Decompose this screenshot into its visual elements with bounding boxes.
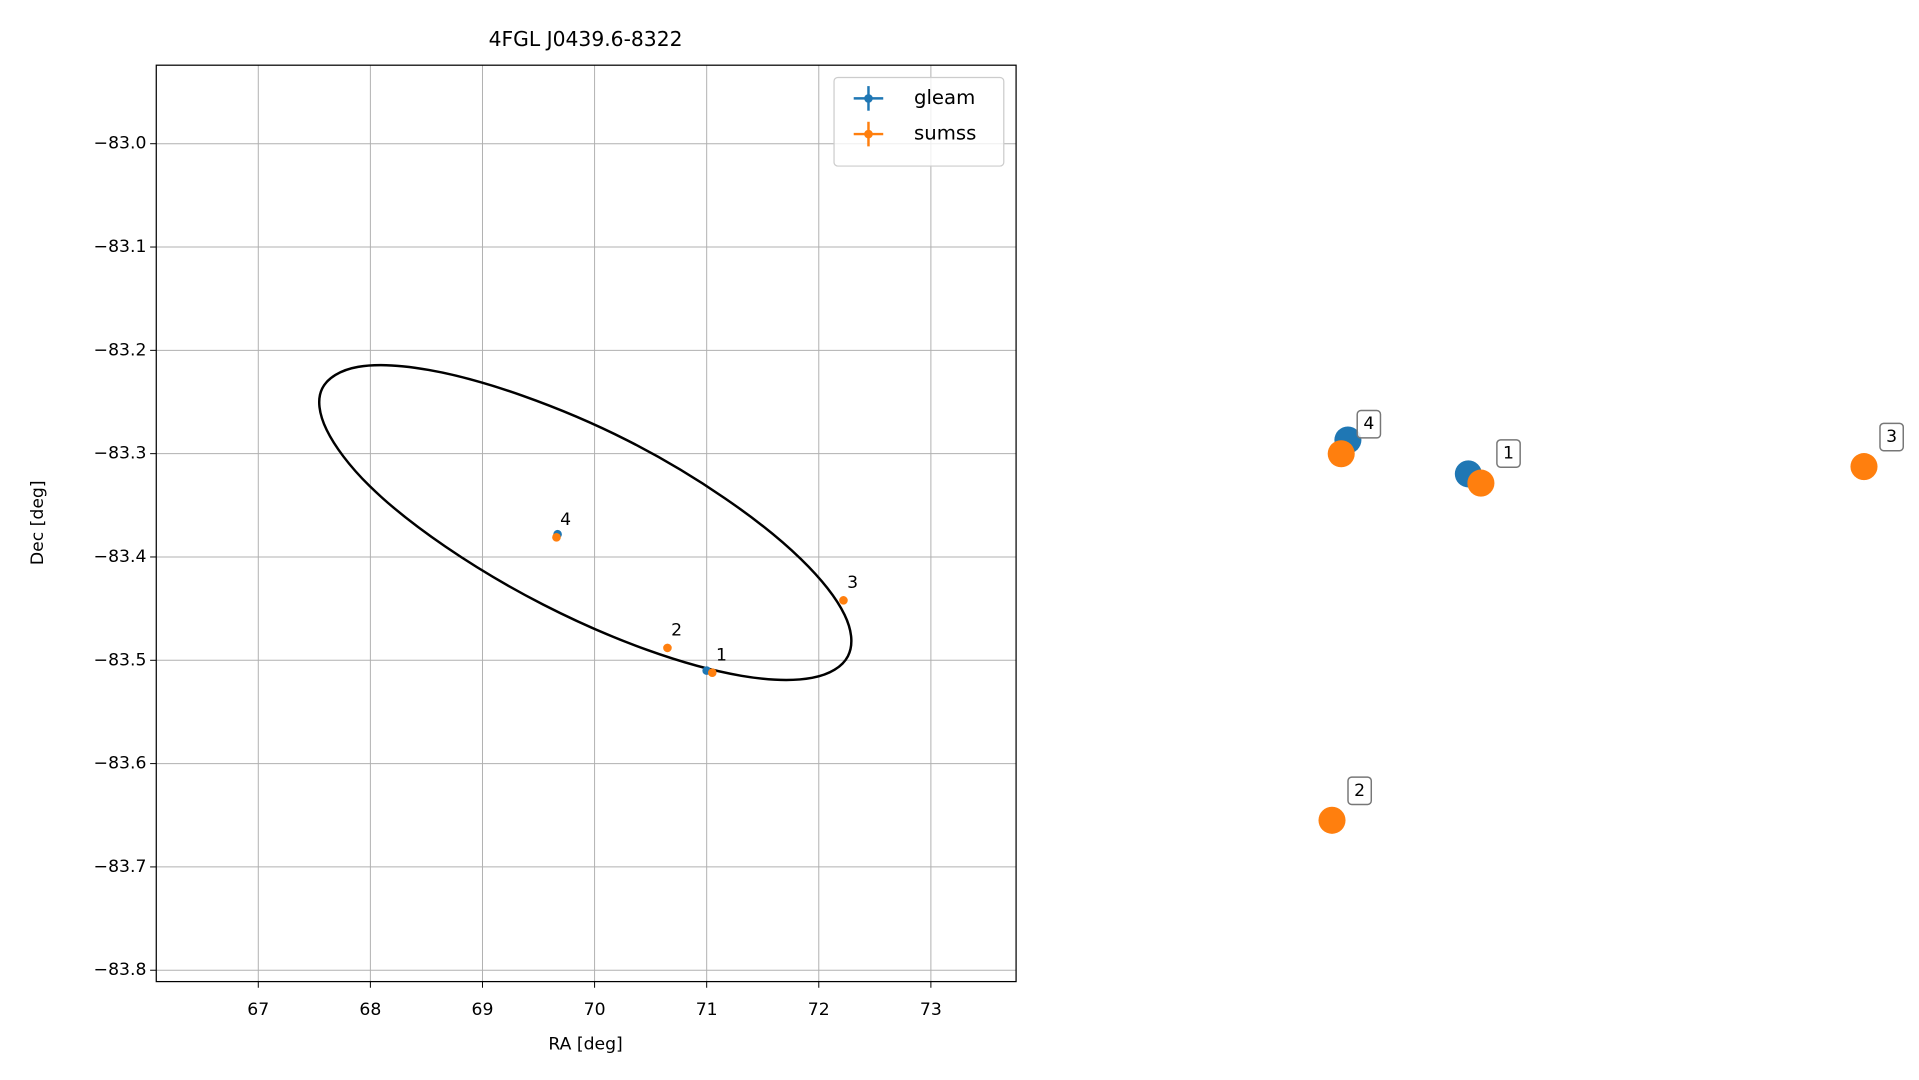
point [839,596,848,605]
y-tick-label: −83.6 [94,754,147,774]
legend-label: sumss [914,122,976,145]
y-axis-label: Dec [deg] [28,480,48,565]
point [1318,806,1346,834]
legend-marker [864,129,873,139]
y-tick-label: −83.0 [94,134,147,154]
x-tick-label: 73 [920,1000,942,1020]
x-axis-label: RA [deg] [548,1034,622,1054]
label-box [1879,422,1904,452]
legend-marker [864,94,873,103]
y-tick-label: −83.8 [94,960,147,980]
y-tick-label: −83.7 [94,857,147,877]
chart-title: 4FGL J0439.6-8322 [489,27,683,51]
plot-frame [155,64,1017,983]
y-tick-label: −83.2 [94,340,147,360]
x-tick-label: 72 [808,1000,830,1020]
x-tick-label: 71 [696,1000,718,1020]
point-label: 1 [1503,444,1514,464]
y-tick-label: −83.4 [94,547,147,567]
point-label: 4 [1363,414,1374,434]
point-label: 4 [560,510,571,530]
x-tick-label: 67 [247,1000,269,1020]
label-box [1347,776,1373,806]
x-tick-label: 69 [472,1000,494,1020]
point-label: 2 [671,621,682,641]
point [707,668,717,677]
point [1850,453,1878,481]
y-tick-label: −83.3 [94,444,147,464]
label-box [1356,409,1382,439]
point [663,643,672,653]
x-tick-label: 68 [359,1000,381,1020]
legend-label: gleam [914,86,975,109]
label-box [1496,439,1521,468]
point-label: 2 [1354,781,1365,801]
x-tick-label: 70 [584,1000,606,1020]
point-label: 1 [716,645,727,665]
point-label: 3 [1886,427,1897,447]
ellipse [317,363,853,682]
point [1467,469,1495,497]
point [1327,440,1355,468]
point [552,533,561,542]
y-tick-label: −83.1 [94,237,147,257]
point-label: 3 [847,573,858,593]
y-tick-label: −83.5 [94,650,147,670]
